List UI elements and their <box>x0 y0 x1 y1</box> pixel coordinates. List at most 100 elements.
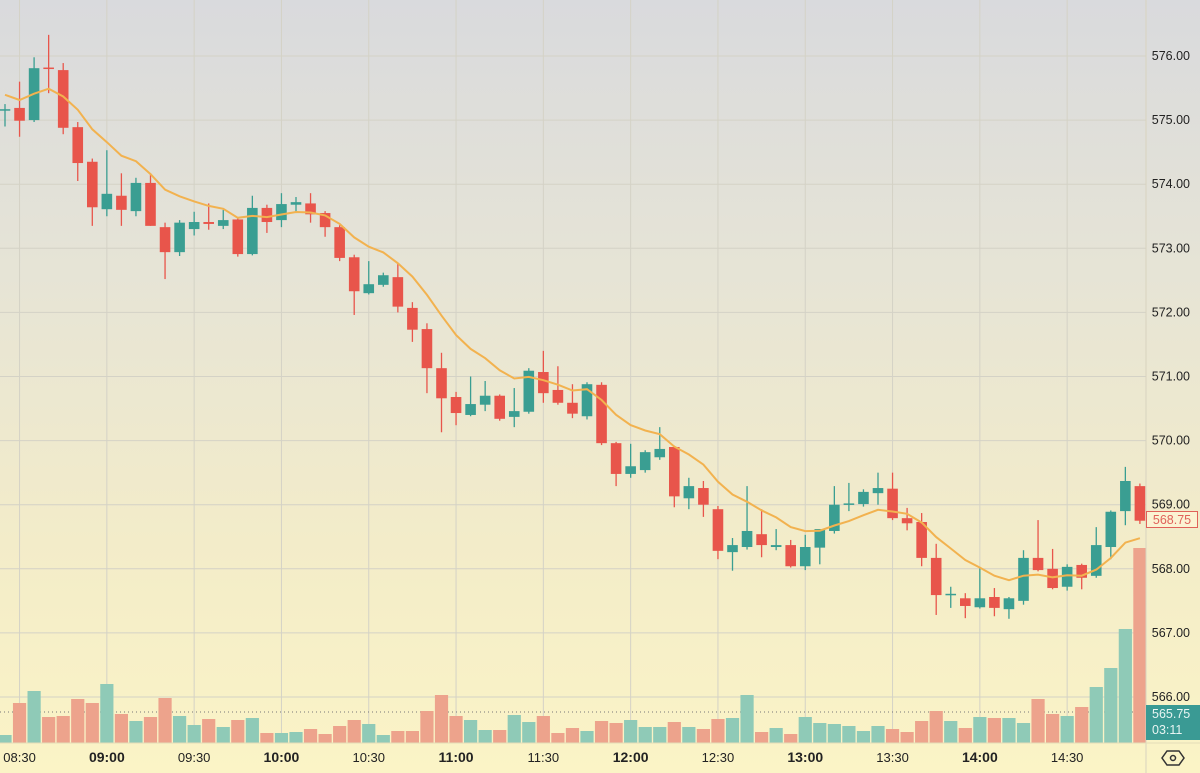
volume-bar <box>740 695 754 743</box>
time-tick-label: 14:30 <box>1051 750 1084 765</box>
volume-bar <box>376 735 390 743</box>
candle-body <box>0 109 11 111</box>
candle-body <box>232 219 244 255</box>
candle-body <box>130 182 142 212</box>
price-tick-label: 571.00 <box>1152 370 1190 384</box>
time-axis[interactable]: 08:30 09:00 09:30 10:00 10:30 11:00 11:30 12:00… <box>3 749 1083 765</box>
volume-bar <box>667 722 681 743</box>
candle-body <box>581 384 593 417</box>
volume-bar <box>1031 699 1045 743</box>
price-tick-label: 569.00 <box>1152 498 1190 512</box>
candle-body <box>247 207 258 255</box>
time-tick-label: 08:30 <box>3 750 36 765</box>
candle-body <box>872 488 884 494</box>
candle-body <box>901 518 913 524</box>
volume-bar <box>755 732 769 743</box>
volume-bar <box>551 733 565 743</box>
candle-body <box>145 182 156 226</box>
volume-bar <box>842 726 856 743</box>
candle-body <box>479 395 491 405</box>
volume-bar <box>129 721 143 743</box>
price-axis[interactable]: 576.00 575.00 574.00 573.00 572.00 571.00 570.… <box>1152 49 1190 704</box>
price-tick-label: 573.00 <box>1152 241 1190 255</box>
volume-bar <box>958 728 972 743</box>
candle-body <box>945 593 957 596</box>
volume-bar <box>1016 723 1031 743</box>
volume-bar <box>536 716 550 743</box>
candle-body <box>1076 564 1087 578</box>
volume-bar <box>85 703 99 743</box>
candle-body <box>1003 598 1015 610</box>
volume-bar <box>143 717 158 743</box>
candle-body <box>14 107 25 121</box>
settings-hexagon-icon[interactable] <box>1160 748 1186 768</box>
time-tick-label: 10:00 <box>264 749 300 765</box>
volume-bar <box>711 719 725 743</box>
candle-body <box>305 203 316 215</box>
volume-bar <box>260 733 274 743</box>
volume-bar <box>478 730 492 743</box>
volume-bar <box>449 716 463 743</box>
candle-body <box>392 277 404 307</box>
volume-bar <box>405 731 419 743</box>
volume-bar <box>158 698 172 743</box>
volume-bar <box>929 711 943 743</box>
volume-bar <box>507 715 521 743</box>
volume-bar <box>769 728 783 743</box>
volume-bar <box>303 729 318 743</box>
volume-bar <box>565 728 580 743</box>
volume-bar <box>333 726 347 743</box>
time-tick-label: 11:00 <box>439 749 474 765</box>
candle-body <box>887 488 898 519</box>
candle-body <box>1105 511 1117 548</box>
volume-bar <box>594 721 609 743</box>
candle-body <box>116 195 127 210</box>
candle-body <box>407 307 418 330</box>
volume-bar <box>580 731 594 743</box>
candle-body <box>552 389 564 403</box>
candle-body <box>378 275 389 285</box>
grid <box>0 0 1146 743</box>
volume-bar <box>915 721 929 743</box>
candle-body <box>276 204 287 221</box>
time-tick-label: 14:00 <box>962 749 998 765</box>
candle-body <box>1090 545 1102 576</box>
volume-bar <box>885 729 900 743</box>
candle-body <box>814 529 826 548</box>
last-price-label: 568.75 <box>1146 511 1198 528</box>
volume-bar <box>100 684 114 743</box>
volume-bar <box>653 727 667 743</box>
candle-body <box>858 491 869 505</box>
candle-body <box>72 127 84 164</box>
volume-bar <box>391 731 405 743</box>
volume-bar <box>900 732 914 743</box>
candle-body <box>770 545 782 548</box>
volume-bar <box>216 727 230 743</box>
candle-body <box>741 530 753 548</box>
volume-bar <box>420 711 434 743</box>
candle-body <box>43 67 54 70</box>
volume-bar <box>56 716 70 743</box>
candle-body <box>625 466 636 474</box>
candle-body <box>57 70 69 128</box>
candle-body <box>989 597 1000 608</box>
volume-bars <box>0 548 1147 743</box>
candle-body <box>567 402 578 414</box>
volume-bar <box>1133 548 1147 743</box>
volume-bar <box>696 729 710 743</box>
candle-body <box>698 488 709 505</box>
candle-body <box>450 397 462 414</box>
volume-bar <box>522 722 536 743</box>
volume-bar <box>187 725 201 743</box>
candle-body <box>1018 557 1029 601</box>
candle-body <box>654 448 666 458</box>
candle-body <box>87 161 98 208</box>
volume-bar <box>1060 716 1074 743</box>
candle-body <box>974 598 986 608</box>
candle-body <box>538 372 549 394</box>
candle-body <box>930 557 942 596</box>
volume-bar <box>71 699 85 743</box>
candle-body <box>290 202 302 205</box>
volume-bar <box>464 720 478 743</box>
